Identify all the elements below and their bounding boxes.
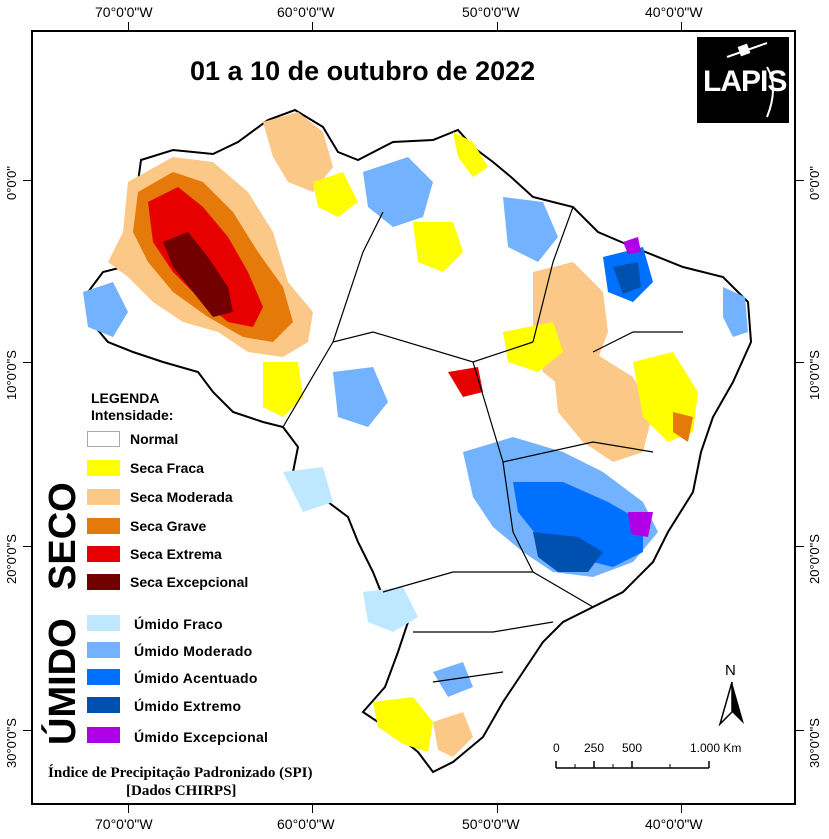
tick-top-2	[312, 22, 313, 30]
lat-label-left-3: 20°0'0"S	[4, 534, 19, 584]
scale-label-0: 0	[553, 741, 560, 755]
swatch-umido-excepcional	[87, 727, 120, 743]
north-arrow-icon	[718, 681, 744, 727]
wet-areas	[83, 157, 748, 697]
tick-left-1	[23, 180, 31, 181]
seco-group-label: SECO	[42, 482, 84, 590]
tick-bottom-1	[128, 805, 129, 813]
lon-label-top-2: 60°0'0"W	[277, 4, 335, 20]
north-label: N	[725, 662, 736, 679]
legend-label-seca-fraca: Seca Fraca	[130, 460, 204, 476]
legend-label-seca-grave: Seca Grave	[130, 518, 207, 534]
swatch-umido-moderado	[87, 642, 120, 658]
drought-areas	[108, 112, 698, 757]
scale-label-250: 250	[584, 741, 605, 755]
lon-label-bottom-1: 70°0'0"W	[95, 816, 153, 832]
legend-label-umido-moderado: Úmido Moderado	[134, 643, 253, 659]
legend-label-normal: Normal	[130, 431, 179, 447]
lon-label-bottom-2: 60°0'0"W	[277, 816, 335, 832]
swatch-umido-fraco	[87, 615, 120, 631]
scale-label-1000: 1.000 Km	[690, 741, 742, 755]
tick-left-3	[23, 546, 31, 547]
swatch-seca-moderada	[87, 489, 120, 505]
tick-bottom-2	[312, 805, 313, 813]
map-title: 01 a 10 de outubro de 2022	[190, 56, 536, 86]
footnote-line1: Índice de Precipitação Padronizado (SPI)	[48, 765, 313, 781]
lat-label-left-2: 10°0'0"S	[4, 350, 19, 400]
scale-bar	[555, 761, 710, 769]
state-borders	[282, 206, 683, 683]
logo-text: LAPIS	[703, 65, 787, 98]
tick-top-3	[497, 22, 498, 30]
lat-label-right-4: 30°0'0"S	[807, 718, 822, 768]
legend-label-umido-excepcional: Úmido Excepcional	[134, 729, 269, 745]
tick-left-4	[23, 730, 31, 731]
scale-label-500: 500	[622, 741, 643, 755]
map-frame	[31, 30, 796, 805]
tick-right-3	[796, 546, 804, 547]
swatch-umido-extremo	[87, 697, 120, 713]
lon-label-top-3: 50°0'0"W	[462, 4, 520, 20]
tick-top-1	[128, 22, 129, 30]
tick-bottom-3	[497, 805, 498, 813]
tick-right-1	[796, 180, 804, 181]
swatch-normal	[87, 431, 120, 447]
umido-group-label: ÚMIDO	[42, 618, 84, 745]
brazil-spi-map	[83, 108, 753, 774]
tick-top-4	[681, 22, 682, 30]
legend-label-seca-extrema: Seca Extrema	[130, 546, 222, 562]
legend-title: LEGENDA	[91, 390, 160, 406]
legend-subtitle: Intensidade:	[91, 407, 174, 423]
lapis-logo: LAPIS	[697, 37, 789, 123]
lat-label-right-2: 10°0'0"S	[807, 350, 822, 400]
lat-label-left-1: 0°0'0"	[4, 166, 19, 200]
legend-label-umido-extremo: Úmido Extremo	[134, 698, 242, 714]
legend-label-seca-excepcional: Seca Excepcional	[130, 574, 249, 590]
satellite-icon	[726, 42, 774, 118]
tick-left-2	[23, 362, 31, 363]
footnote-line2: [Dados CHIRPS]	[126, 783, 237, 799]
tick-right-2	[796, 362, 804, 363]
lat-label-right-3: 20°0'0"S	[807, 534, 822, 584]
legend-label-umido-fraco: Úmido Fraco	[134, 616, 223, 632]
legend-label-umido-acentuado: Úmido Acentuado	[134, 670, 258, 686]
swatch-seca-excepcional	[87, 574, 120, 590]
tick-bottom-4	[681, 805, 682, 813]
tick-right-4	[796, 730, 804, 731]
lat-label-right-1: 0°0'0"	[807, 166, 822, 200]
swatch-umido-acentuado	[87, 669, 120, 685]
lon-label-top-4: 40°0'0"W	[645, 4, 703, 20]
swatch-seca-grave	[87, 518, 120, 534]
lon-label-bottom-4: 40°0'0"W	[645, 816, 703, 832]
lon-label-bottom-3: 50°0'0"W	[462, 816, 520, 832]
swatch-seca-extrema	[87, 546, 120, 562]
swatch-seca-fraca	[87, 460, 120, 476]
legend-label-seca-moderada: Seca Moderada	[130, 489, 233, 505]
lon-label-top-1: 70°0'0"W	[95, 4, 153, 20]
lat-label-left-4: 30°0'0"S	[4, 718, 19, 768]
